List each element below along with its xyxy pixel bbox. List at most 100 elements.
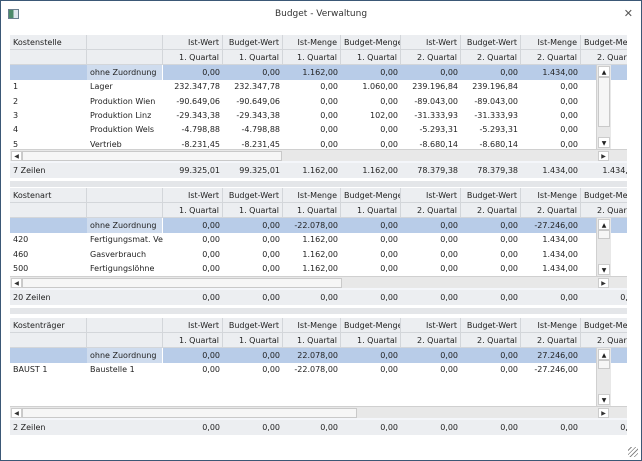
column-header[interactable]: Ist-Wert: [401, 35, 461, 50]
row-value: 1.162,00: [302, 249, 338, 259]
scroll-thumb[interactable]: [22, 278, 342, 288]
footer-total: 99.325,01: [239, 166, 280, 175]
grid-kostenträger: Kostenträger Ist-Wert Budget-Wert Ist-Menge…: [10, 318, 627, 435]
row-value: 1.162,00: [302, 263, 338, 273]
row-value: -22.078,00: [294, 365, 338, 375]
column-subheader: 1. Quartal: [283, 50, 341, 65]
row-value: -27.246,00: [534, 221, 578, 230]
vertical-scrollbar[interactable]: ▲ ▼: [596, 348, 611, 406]
table-row[interactable]: 4 Produktion Wels -4.798,88 -4.798,88 0,00 0,…: [10, 122, 627, 137]
scroll-left-icon[interactable]: ◀: [11, 278, 22, 288]
scroll-thumb[interactable]: [598, 77, 610, 128]
column-header[interactable]: Ist-Wert: [163, 188, 223, 203]
column-header[interactable]: Ist-Wert: [163, 318, 223, 333]
row-value: 0,00: [380, 68, 398, 77]
scroll-right-icon[interactable]: ▶: [598, 151, 609, 161]
table-row[interactable]: 2 Produktion Wien -90.649,06 -90.649,06 0,00…: [10, 94, 627, 109]
column-header[interactable]: Ist-Menge: [283, 318, 341, 333]
row-value: 1.434,00: [542, 68, 578, 77]
column-header[interactable]: Budget-Wert: [223, 35, 283, 50]
row-value: -89.043,00: [474, 96, 518, 106]
vertical-scrollbar[interactable]: ▲ ▼: [596, 65, 611, 149]
row-value: 1.162,00: [302, 235, 338, 245]
column-header[interactable]: Budget-Wert: [461, 318, 521, 333]
column-subheader: 1. Quartal: [283, 203, 341, 218]
horizontal-scrollbar[interactable]: ◀ ▶: [10, 406, 627, 418]
column-subheader: 1. Quartal: [283, 333, 341, 348]
column-header[interactable]: Budget-Menge: [341, 318, 401, 333]
row-value: 0,00: [560, 125, 578, 135]
row-code: [10, 348, 87, 363]
horizontal-scrollbar[interactable]: ◀ ▶: [10, 276, 627, 288]
scroll-left-icon[interactable]: ◀: [11, 151, 22, 161]
row-value: 0,00: [380, 351, 398, 360]
column-subheader: 2. Quartal: [461, 50, 521, 65]
table-row[interactable]: 3 Produktion Linz -29.343,38 -29.343,38 0,00…: [10, 108, 627, 123]
scroll-right-icon[interactable]: ▶: [598, 408, 609, 418]
column-header[interactable]: Budget-Wert: [223, 188, 283, 203]
scroll-up-icon[interactable]: ▲: [598, 66, 610, 77]
horizontal-scrollbar[interactable]: ◀ ▶: [10, 149, 627, 161]
scroll-down-icon[interactable]: ▼: [598, 264, 610, 275]
scroll-thumb[interactable]: [22, 408, 357, 418]
table-row[interactable]: 1 Lager 232.347,78 232.347,78 0,00 1.060,00 23…: [10, 79, 627, 94]
column-subheader: 1. Quartal: [223, 333, 283, 348]
column-header[interactable]: Ist-Wert: [401, 318, 461, 333]
column-header[interactable]: Budget-Menge: [581, 318, 627, 333]
column-subheader: 1. Quartal: [341, 203, 401, 218]
column-header[interactable]: Budget-Wert: [461, 35, 521, 50]
row-value: 0,00: [380, 139, 398, 149]
column-header[interactable]: Ist-Menge: [521, 318, 581, 333]
column-header-key[interactable]: Kostenstelle: [10, 35, 87, 50]
column-header[interactable]: Ist-Wert: [163, 35, 223, 50]
column-subheader: 2. Quartal: [581, 333, 627, 348]
resize-grip-icon[interactable]: [628, 447, 638, 457]
scroll-down-icon[interactable]: ▼: [598, 137, 610, 148]
column-header[interactable]: Ist-Menge: [283, 188, 341, 203]
selected-row[interactable]: ohne Zuordnung 0,00 0,00 22.078,00 0,00 0,00 0…: [10, 348, 627, 363]
scroll-thumb[interactable]: [598, 360, 610, 369]
footer-total: 99.325,01: [179, 166, 220, 175]
row-count: 2 Zeilen: [13, 423, 46, 432]
scroll-thumb[interactable]: [22, 151, 282, 161]
scroll-up-icon[interactable]: ▲: [598, 219, 610, 230]
table-row[interactable]: BAUST 1 Baustelle 1 0,00 0,00 -22.078,00 0,00…: [10, 362, 627, 377]
scroll-left-icon[interactable]: ◀: [11, 408, 22, 418]
table-row[interactable]: 5 Vertrieb -8.231,45 -8.231,45 0,00 0,00 -8.68…: [10, 137, 627, 150]
scroll-down-icon[interactable]: ▼: [598, 394, 610, 405]
row-name: ohne Zuordnung: [87, 348, 163, 363]
selected-row[interactable]: ohne Zuordnung 0,00 0,00 -22.078,00 0,00 0,00…: [10, 218, 627, 233]
column-header-name: [87, 188, 163, 203]
footer-total: 1.162,00: [302, 166, 338, 175]
column-header-key[interactable]: Kostenträger: [10, 318, 87, 333]
table-row[interactable]: 460 Gasverbrauch 0,00 0,00 1.162,00 0,00 0,00 0…: [10, 247, 627, 262]
column-subheader: [10, 50, 87, 65]
column-header-key[interactable]: Kostenart: [10, 188, 87, 203]
column-header[interactable]: Budget-Menge: [581, 35, 627, 50]
table-row[interactable]: 500 Fertigungslöhne 0,00 0,00 1.162,00 0,00 0,…: [10, 261, 627, 276]
vertical-scrollbar[interactable]: ▲ ▼: [596, 218, 611, 276]
column-header[interactable]: Budget-Menge: [341, 188, 401, 203]
row-value: 0,00: [500, 68, 518, 77]
column-header[interactable]: Ist-Menge: [521, 188, 581, 203]
column-header[interactable]: Budget-Wert: [461, 188, 521, 203]
footer-total: 0,00: [560, 423, 578, 432]
row-name: ohne Zuordnung: [87, 218, 163, 233]
scroll-right-icon[interactable]: ▶: [598, 278, 609, 288]
selected-row[interactable]: ohne Zuordnung 0,00 0,00 1.162,00 0,00 0,00 0,…: [10, 65, 627, 80]
table-row[interactable]: 420 Fertigungsmat. Ve... 0,00 0,00 1.162,00 0…: [10, 232, 627, 247]
column-header[interactable]: Budget-Wert: [223, 318, 283, 333]
row-code: [10, 65, 87, 80]
column-header[interactable]: Ist-Menge: [283, 35, 341, 50]
close-button[interactable]: ✕: [623, 7, 633, 20]
header-row: Kostenart Ist-Wert Budget-Wert Ist-Menge Bud…: [10, 188, 627, 203]
column-header[interactable]: Budget-Menge: [341, 35, 401, 50]
scroll-thumb[interactable]: [598, 230, 610, 239]
row-value: -5.293,31: [419, 125, 458, 135]
column-header[interactable]: Ist-Menge: [521, 35, 581, 50]
column-header[interactable]: Ist-Wert: [401, 188, 461, 203]
scroll-up-icon[interactable]: ▲: [598, 349, 610, 360]
column-header[interactable]: Budget-Menge: [581, 188, 627, 203]
column-subheader: 2. Quartal: [401, 203, 461, 218]
row-code: 1: [13, 82, 19, 92]
